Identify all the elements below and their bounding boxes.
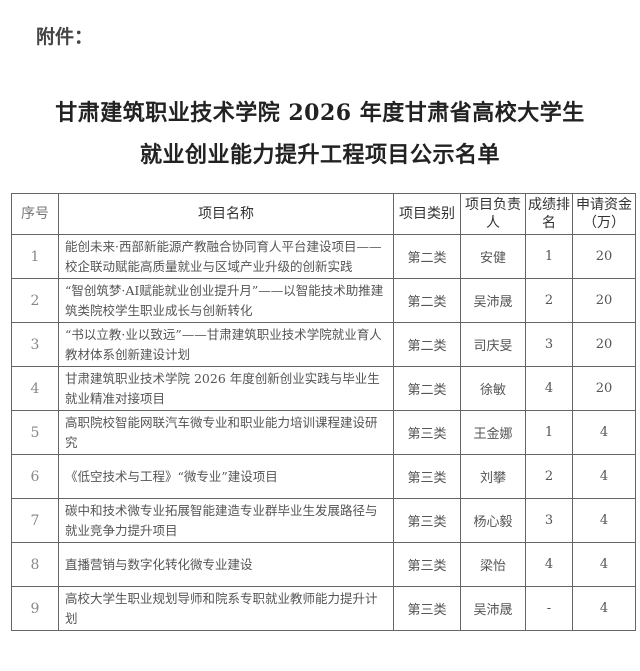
table-row: 4 甘肃建筑职业技术学院 2026 年度创新创业实践与毕业生就业精准对接项目 第二类…: [11, 366, 636, 411]
cell-funds: 20: [572, 234, 636, 279]
cell-name: 高职院校智能网联汽车微专业和职业能力培训课程建设研究: [58, 410, 394, 455]
cell-name: “书以立教·业以致远”——甘肃建筑职业技术学院就业育人教材体系创新建设计划: [58, 322, 394, 367]
cell-name: 碳中和技术微专业拓展智能建造专业群毕业生发展路径与就业竞争力提升项目: [58, 498, 394, 543]
table-row: 7 碳中和技术微专业拓展智能建造专业群毕业生发展路径与就业竞争力提升项目 第三类 杨心…: [11, 498, 636, 543]
header-leader: 项目负责人: [460, 193, 526, 235]
cell-seq: 6: [11, 454, 59, 499]
cell-rank: 2: [525, 454, 573, 499]
cell-name: 能创未来·西部新能源产教融合协同育人平台建设项目——校企联动赋能高质量就业与区域…: [58, 234, 394, 279]
cell-leader: 吴沛晟: [460, 278, 526, 323]
cell-leader: 司庆旻: [460, 322, 526, 367]
cell-category: 第三类: [393, 542, 461, 587]
project-list-table: 序号 项目名称 项目类别 项目负责人 成绩排名 申请资金（万） 1 能创未来·西部…: [11, 193, 636, 631]
cell-seq: 8: [11, 542, 59, 587]
cell-category: 第二类: [393, 234, 461, 279]
cell-seq: 2: [11, 278, 59, 323]
cell-rank: 1: [525, 410, 573, 455]
table-row: 9 高校大学生职业规划导师和院系专职就业教师能力提升计划 第三类 吴沛晟 -4: [11, 586, 636, 631]
cell-funds: 4: [572, 542, 636, 587]
cell-rank: 3: [525, 498, 573, 543]
cell-rank: 1: [525, 234, 573, 279]
cell-rank: 4: [525, 542, 573, 587]
attachment-label: 附件：: [36, 26, 94, 48]
cell-leader: 徐敏: [460, 366, 526, 411]
cell-funds: 4: [572, 454, 636, 499]
cell-funds: 20: [572, 278, 636, 323]
cell-category: 第三类: [393, 454, 461, 499]
cell-leader: 安健: [460, 234, 526, 279]
cell-rank: -: [525, 586, 573, 631]
table-row: 5 高职院校智能网联汽车微专业和职业能力培训课程建设研究 第三类 王金娜 1 4: [11, 410, 636, 455]
document-title-line-2: 就业创业能力提升工程项目公示名单: [139, 142, 500, 168]
cell-seq: 7: [11, 498, 59, 543]
cell-leader: 刘攀: [460, 454, 526, 499]
header-rank: 成绩排名: [525, 193, 573, 235]
table-row: 3 “书以立教·业以致远”——甘肃建筑职业技术学院就业育人教材体系创新建设计划 第二…: [11, 322, 636, 367]
cell-funds: 4: [572, 498, 636, 543]
cell-rank: 2: [525, 278, 573, 323]
cell-category: 第二类: [393, 366, 461, 411]
cell-rank: 4: [525, 366, 573, 411]
table-row: 8 直播营销与数字化转化微专业建设 第三类 梁怡 4 4: [11, 542, 636, 587]
cell-name: “智创筑梦·AI赋能就业创业提升月”——以智能技术助推建筑类院校学生职业成长与创…: [58, 278, 394, 323]
header-category: 项目类别: [393, 193, 461, 235]
cell-seq: 5: [11, 410, 59, 455]
table-row: 1 能创未来·西部新能源产教融合协同育人平台建设项目——校企联动赋能高质量就业与区…: [11, 234, 636, 279]
cell-name: 高校大学生职业规划导师和院系专职就业教师能力提升计划: [58, 586, 394, 631]
cell-funds: 20: [572, 366, 636, 411]
cell-leader: 梁怡: [460, 542, 526, 587]
cell-category: 第二类: [393, 322, 461, 367]
cell-seq: 4: [11, 366, 59, 411]
cell-funds: 20: [572, 322, 636, 367]
cell-funds: 4: [572, 410, 636, 455]
cell-funds: 4: [572, 586, 636, 631]
table-header-row: 序号 项目名称 项目类别 项目负责人 成绩排名 申请资金（万）: [11, 193, 636, 235]
cell-category: 第三类: [393, 410, 461, 455]
cell-name: 《低空技术与工程》“微专业”建设项目: [58, 454, 394, 499]
cell-seq: 9: [11, 586, 59, 631]
cell-leader: 杨心毅: [460, 498, 526, 543]
cell-name: 甘肃建筑职业技术学院 2026 年度创新创业实践与毕业生就业精准对接项目: [58, 366, 394, 411]
document-title-line-1: 甘肃建筑职业技术学院 2026 年度甘肃省高校大学生: [55, 100, 585, 126]
cell-seq: 3: [11, 322, 59, 367]
cell-category: 第二类: [393, 278, 461, 323]
cell-rank: 3: [525, 322, 573, 367]
cell-leader: 王金娜: [460, 410, 526, 455]
table-row: 6 《低空技术与工程》“微专业”建设项目 第三类 刘攀 2 4: [11, 454, 636, 499]
cell-seq: 1: [11, 234, 59, 279]
table-row: 2 “智创筑梦·AI赋能就业创业提升月”——以智能技术助推建筑类院校学生职业成长与…: [11, 278, 636, 323]
header-funds: 申请资金（万）: [572, 193, 636, 235]
header-name: 项目名称: [58, 193, 394, 235]
cell-category: 第三类: [393, 586, 461, 631]
cell-name: 直播营销与数字化转化微专业建设: [58, 542, 394, 587]
cell-category: 第三类: [393, 498, 461, 543]
header-seq: 序号: [11, 193, 59, 235]
cell-leader: 吴沛晟: [460, 586, 526, 631]
